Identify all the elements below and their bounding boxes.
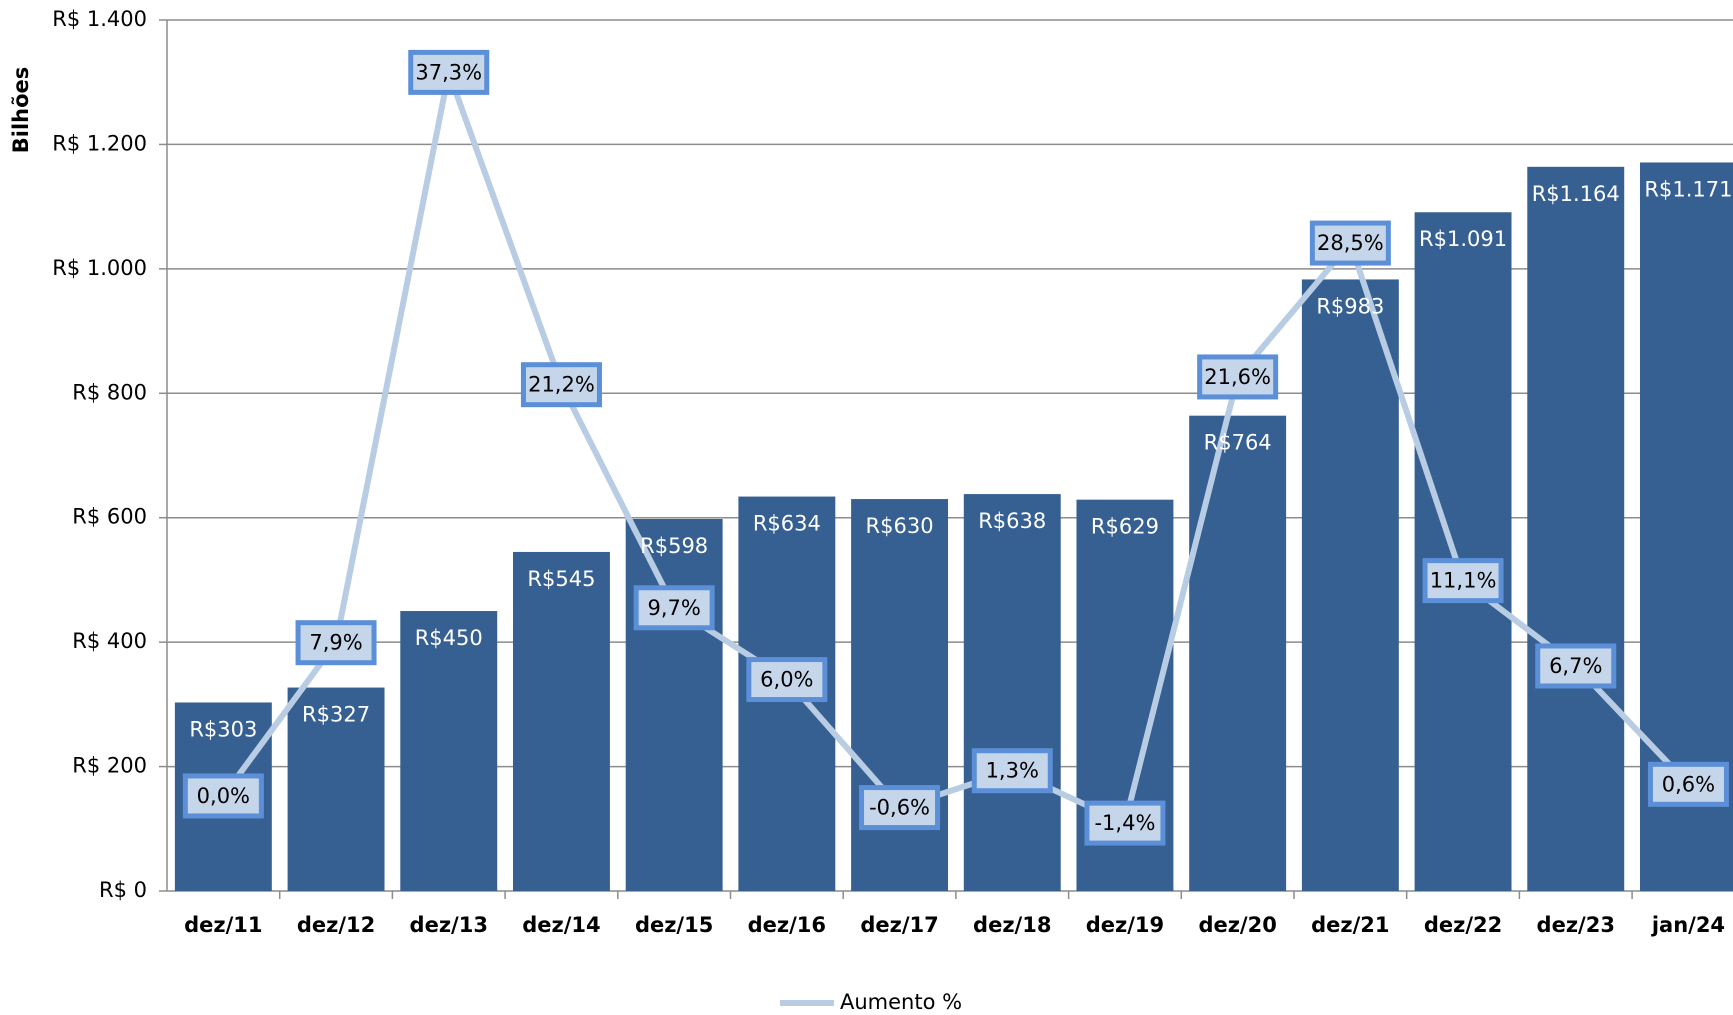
value-label-box	[408, 49, 490, 95]
line-value-label: 0,0%	[197, 784, 250, 808]
bar-value-label: R$1.171	[1644, 177, 1732, 201]
x-tick-label: dez/17	[860, 913, 938, 937]
y-axis-title: Bilhões	[9, 67, 33, 154]
bar	[1189, 415, 1287, 891]
y-tick-label: R$ 0	[99, 878, 147, 902]
x-tick-label: dez/19	[1086, 913, 1164, 937]
value-label-box	[1084, 800, 1166, 846]
bar-value-label: R$634	[753, 512, 821, 536]
line-value-label: 9,7%	[647, 596, 700, 620]
value-label-box	[633, 585, 715, 631]
bar-value-label: R$764	[1204, 431, 1272, 455]
bar	[1301, 279, 1399, 891]
bar-value-label: R$629	[1091, 515, 1159, 539]
line-value-label: 1,3%	[986, 759, 1039, 783]
value-label-box	[295, 620, 377, 666]
bar	[1527, 166, 1625, 892]
value-label-box	[971, 748, 1053, 794]
line-value-label: 37,3%	[415, 60, 482, 84]
value-label-box	[1647, 761, 1729, 807]
value-label-box	[1309, 220, 1391, 266]
y-tick-label: R$ 600	[72, 505, 147, 529]
line-value-label: 0,6%	[1662, 772, 1715, 796]
line-value-label: 7,9%	[309, 631, 362, 655]
x-tick-label: dez/12	[297, 913, 375, 937]
bar-value-label: R$303	[189, 717, 257, 741]
line-value-label: 21,2%	[528, 373, 595, 397]
x-tick-label: dez/22	[1424, 913, 1502, 937]
x-tick-label: dez/23	[1537, 913, 1615, 937]
bar	[963, 494, 1061, 891]
bar-value-label: R$638	[978, 509, 1046, 533]
bar	[851, 499, 949, 891]
bar-value-label: R$1.164	[1532, 182, 1620, 206]
bar-value-label: R$983	[1316, 294, 1384, 318]
x-tick-label: dez/11	[184, 913, 262, 937]
y-tick-label: R$ 1.200	[52, 131, 147, 155]
line-value-label: 6,7%	[1549, 654, 1602, 678]
line-value-label: 21,6%	[1204, 365, 1271, 389]
bar-value-label: R$327	[302, 703, 370, 727]
value-label-box	[1197, 354, 1279, 400]
bar-value-label: R$1.091	[1419, 227, 1507, 251]
x-tick-label: dez/20	[1198, 913, 1276, 937]
x-tick-label: jan/24	[1651, 913, 1725, 937]
line-value-label: -1,4%	[1094, 811, 1155, 835]
y-tick-label: R$ 1.400	[52, 7, 147, 31]
x-tick-label: dez/14	[522, 913, 600, 937]
legend-label: Aumento %	[840, 990, 962, 1014]
x-tick-label: dez/16	[748, 913, 826, 937]
value-label-box	[1422, 558, 1504, 604]
bar-value-label: R$598	[640, 534, 708, 558]
y-tick-label: R$ 200	[72, 754, 147, 778]
value-label-box	[520, 362, 602, 408]
line-value-label: 11,1%	[1430, 569, 1497, 593]
line-value-label: 6,0%	[760, 668, 813, 692]
bar	[625, 518, 723, 891]
bar	[512, 551, 610, 891]
y-tick-label: R$ 800	[72, 380, 147, 404]
value-label-box	[746, 657, 828, 703]
bar	[287, 687, 385, 891]
x-tick-label: dez/21	[1311, 913, 1389, 937]
x-tick-label: dez/13	[410, 913, 488, 937]
x-tick-label: dez/15	[635, 913, 713, 937]
bar	[400, 611, 498, 891]
x-tick-label: dez/18	[973, 913, 1051, 937]
labels: R$303 R$327 R$450 R$545 R$598 R$634 R$630 R$638…	[182, 49, 1732, 846]
value-label-box	[859, 785, 941, 831]
line-value-label: 28,5%	[1317, 231, 1384, 255]
bar-value-label: R$450	[415, 626, 483, 650]
value-label-box	[182, 773, 264, 819]
bar	[1414, 212, 1512, 892]
line-value-label: -0,6%	[869, 796, 930, 820]
y-tick-label: R$ 400	[72, 629, 147, 653]
value-label-box	[1535, 643, 1617, 689]
y-tick-label: R$ 1.000	[52, 256, 147, 280]
bar-value-label: R$545	[527, 567, 595, 591]
bar-value-label: R$630	[866, 514, 934, 538]
lines	[220, 61, 1691, 828]
line	[220, 61, 1691, 828]
